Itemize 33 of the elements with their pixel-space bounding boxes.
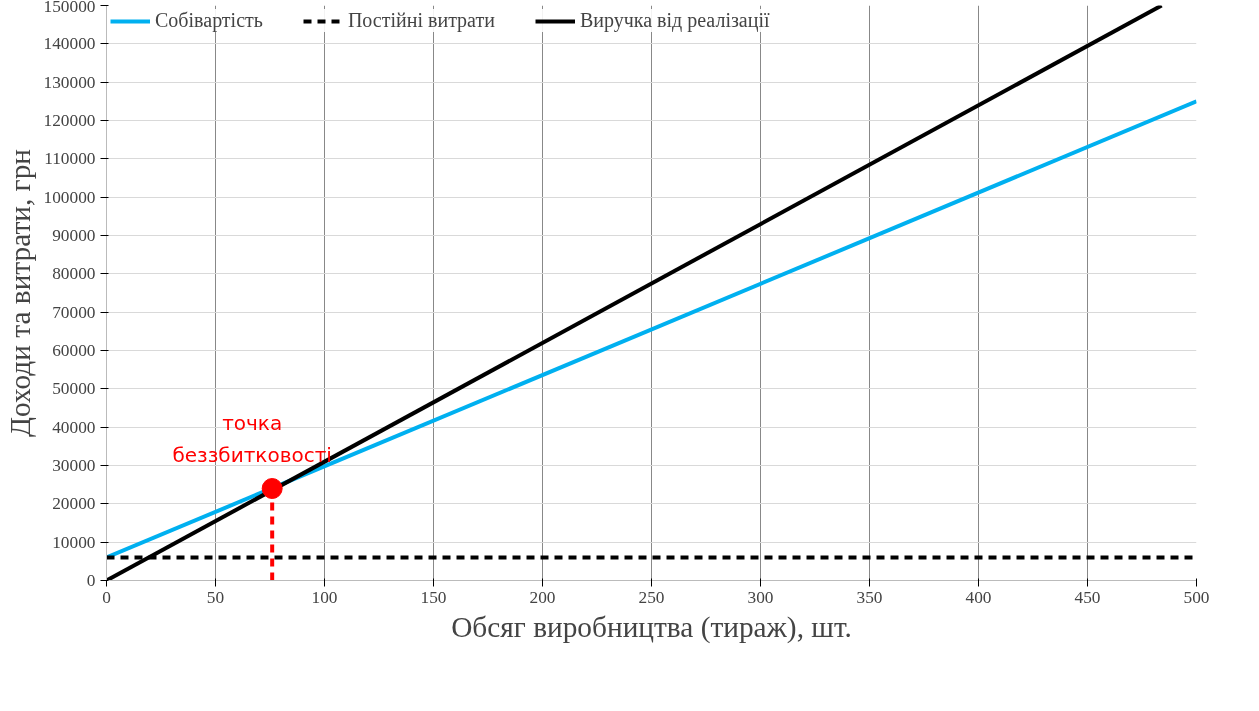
y-tick-label: 90000 (52, 226, 96, 245)
x-axis-title: Обсяг виробництва (тираж), шт. (451, 610, 852, 644)
annotation: точка беззбитковості (172, 410, 332, 467)
y-tick-label: 80000 (52, 264, 96, 284)
y-tick-label: 60000 (52, 341, 96, 360)
x-tick-label: 400 (965, 587, 992, 607)
y-tick-label: 150000 (43, 0, 96, 16)
y-tick-label: 140000 (43, 34, 96, 54)
legend-label: Постійні витрати (347, 9, 495, 32)
y-tick-label: 10000 (52, 532, 96, 552)
x-tick-label: 100 (311, 587, 338, 607)
y-tick-label: 30000 (52, 456, 96, 475)
x-tick-label: 250 (638, 587, 665, 607)
y-axis-title: Доходи та витрати, грн (3, 149, 36, 437)
y-tick-label: 130000 (43, 72, 96, 92)
x-tick-label: 50 (206, 587, 225, 607)
y-tick-label: 20000 (52, 494, 96, 514)
x-tick-label: 0 (102, 587, 111, 607)
y-tick-label: 40000 (52, 417, 96, 437)
y-tick-label: 0 (86, 571, 96, 590)
y-tick-label: 110000 (44, 149, 96, 169)
x-tick-label: 300 (747, 587, 774, 607)
x-tick-label: 500 (1183, 587, 1210, 607)
y-tick-label: 120000 (43, 111, 96, 130)
legend-label: Виручка від реалізації (579, 9, 770, 32)
x-tick-label: 200 (529, 587, 556, 607)
y-tick-label: 70000 (52, 302, 96, 322)
x-tick-label: 350 (856, 587, 883, 607)
x-tick-label: 450 (1074, 587, 1101, 607)
x-tick-label: 150 (420, 587, 447, 607)
y-tick-label: 100000 (43, 187, 96, 207)
legend-label: Собівартість (155, 9, 263, 32)
y-tick-label: 50000 (52, 379, 96, 399)
